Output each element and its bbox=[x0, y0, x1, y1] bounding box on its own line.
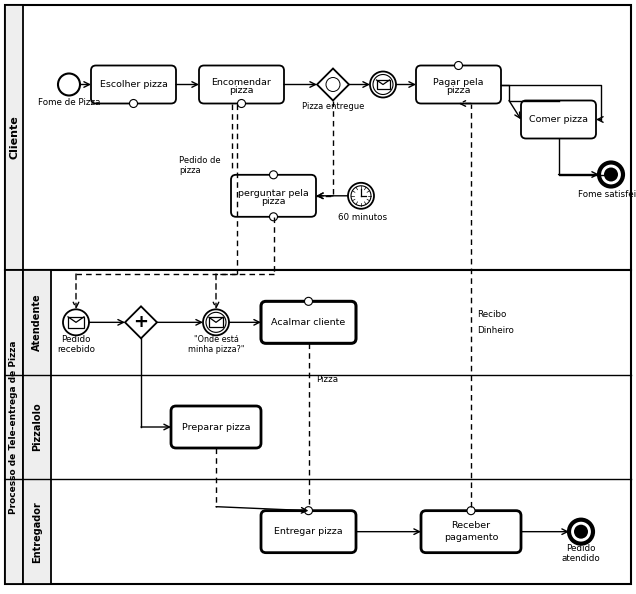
FancyBboxPatch shape bbox=[416, 65, 501, 103]
Polygon shape bbox=[317, 68, 349, 100]
Circle shape bbox=[455, 62, 462, 69]
Text: Receber: Receber bbox=[452, 521, 490, 530]
Text: Entregar pizza: Entregar pizza bbox=[274, 527, 343, 536]
Text: Pizza: Pizza bbox=[317, 375, 338, 384]
FancyBboxPatch shape bbox=[261, 301, 356, 343]
Circle shape bbox=[270, 213, 277, 221]
Bar bbox=[68, 317, 84, 328]
Circle shape bbox=[604, 168, 618, 182]
Circle shape bbox=[237, 100, 245, 108]
Text: Pizzalolo: Pizzalolo bbox=[32, 403, 42, 451]
Text: Escolher pizza: Escolher pizza bbox=[100, 80, 167, 89]
Circle shape bbox=[574, 525, 588, 539]
Circle shape bbox=[305, 507, 312, 514]
Text: Pedido de
pizza: Pedido de pizza bbox=[179, 156, 221, 175]
Text: Pizza entregue: Pizza entregue bbox=[302, 102, 364, 111]
Circle shape bbox=[569, 520, 593, 544]
Bar bbox=[5, 270, 23, 584]
Text: Cliente: Cliente bbox=[9, 116, 19, 159]
Circle shape bbox=[467, 507, 475, 514]
Text: pagamento: pagamento bbox=[444, 533, 498, 542]
Circle shape bbox=[270, 171, 277, 179]
Text: pizza: pizza bbox=[446, 86, 471, 95]
Text: Dinheiro: Dinheiro bbox=[477, 326, 514, 335]
Text: +: + bbox=[134, 313, 148, 331]
Text: Comer pizza: Comer pizza bbox=[529, 115, 588, 124]
FancyBboxPatch shape bbox=[521, 100, 596, 138]
Text: Pedido
recebido: Pedido recebido bbox=[57, 334, 95, 354]
Bar bbox=[5, 270, 631, 584]
Circle shape bbox=[203, 309, 229, 336]
FancyBboxPatch shape bbox=[199, 65, 284, 103]
Text: Atendente: Atendente bbox=[32, 293, 42, 351]
Text: Fome satisfeita: Fome satisfeita bbox=[577, 190, 636, 199]
FancyBboxPatch shape bbox=[261, 511, 356, 552]
Text: Acalmar cliente: Acalmar cliente bbox=[272, 318, 345, 327]
Circle shape bbox=[599, 163, 623, 187]
Bar bbox=[209, 317, 223, 327]
Circle shape bbox=[348, 183, 374, 209]
Circle shape bbox=[130, 100, 137, 108]
Bar bbox=[5, 5, 23, 270]
Text: "Onde está
minha pizza?": "Onde está minha pizza?" bbox=[188, 334, 244, 354]
Circle shape bbox=[373, 74, 393, 94]
Circle shape bbox=[58, 74, 80, 96]
Text: Pagar pela: Pagar pela bbox=[433, 78, 484, 87]
Text: Recibo: Recibo bbox=[477, 310, 506, 319]
Text: 60 minutos: 60 minutos bbox=[338, 213, 387, 222]
Text: Pedido
atendido: Pedido atendido bbox=[562, 544, 600, 563]
FancyBboxPatch shape bbox=[231, 175, 316, 217]
Circle shape bbox=[63, 309, 89, 336]
Circle shape bbox=[370, 71, 396, 97]
Text: Processo de Tele-entrega de Pizza: Processo de Tele-entrega de Pizza bbox=[10, 340, 18, 514]
Text: pizza: pizza bbox=[261, 197, 286, 206]
Text: Entregador: Entregador bbox=[32, 501, 42, 563]
Text: Fome de Pizza: Fome de Pizza bbox=[38, 98, 100, 107]
FancyBboxPatch shape bbox=[91, 65, 176, 103]
Circle shape bbox=[206, 312, 226, 332]
Text: pizza: pizza bbox=[229, 86, 254, 95]
Bar bbox=[377, 80, 389, 89]
Circle shape bbox=[305, 298, 312, 305]
Text: Preparar pizza: Preparar pizza bbox=[182, 422, 250, 431]
FancyBboxPatch shape bbox=[421, 511, 521, 552]
FancyBboxPatch shape bbox=[171, 406, 261, 448]
Text: Encomendar: Encomendar bbox=[212, 78, 272, 87]
Circle shape bbox=[351, 186, 371, 206]
Text: perguntar pela: perguntar pela bbox=[238, 189, 309, 198]
Polygon shape bbox=[125, 307, 157, 339]
Circle shape bbox=[326, 77, 340, 91]
Bar bbox=[5, 5, 631, 270]
Bar bbox=[23, 270, 51, 584]
